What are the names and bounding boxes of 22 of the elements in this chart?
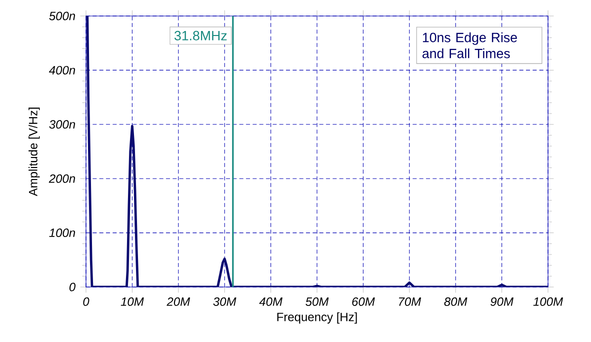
x-tick-label: 40M xyxy=(259,297,282,306)
line-series xyxy=(86,16,548,287)
x-tick-label: 100M xyxy=(533,297,564,306)
y-tick-label: 400n xyxy=(48,66,76,74)
annotation: 10ns Edge Rise and Fall Times xyxy=(422,32,517,58)
x-tick-label: 10M xyxy=(120,297,144,306)
x-tick-label: 90M xyxy=(490,297,514,306)
y-tick-label: 500n xyxy=(49,12,76,20)
x-tick-label: 70M xyxy=(398,297,422,306)
y-tick-label: 100n xyxy=(49,228,76,238)
y-tick-label: 200n xyxy=(48,174,76,183)
x-tick-label: 50M xyxy=(306,297,329,306)
y-tick-label: 0 xyxy=(69,282,76,292)
ref-line-label: 31.8MHz xyxy=(174,30,227,40)
x-tick-label: 60M xyxy=(352,297,375,306)
y-axis-title: Amplitude [V/Hz] xyxy=(28,108,40,196)
x-tick-label: 20M xyxy=(166,297,190,306)
x-tick-label: 30M xyxy=(213,297,236,306)
y-tick-label: 300n xyxy=(49,120,76,129)
x-tick-label: 80M xyxy=(444,297,468,306)
x-tick-label: 0 xyxy=(83,297,90,306)
x-axis-title: Frequency [Hz] xyxy=(277,312,357,324)
